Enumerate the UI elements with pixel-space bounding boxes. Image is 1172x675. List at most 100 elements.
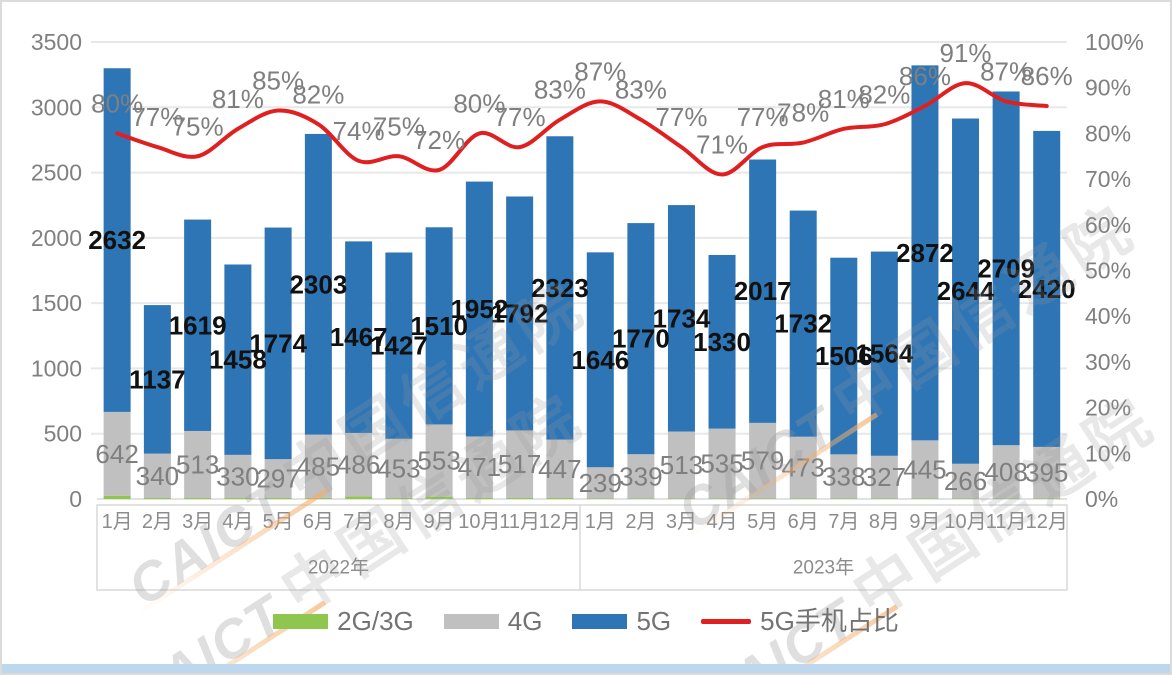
x-axis-month-label: 12月 bbox=[1026, 511, 1068, 533]
bar-segment-2g3g bbox=[708, 498, 736, 499]
bar-segment-5g bbox=[385, 252, 413, 439]
pct-axis-tick-label: 80% bbox=[1085, 120, 1131, 146]
5g-share-pct-label: 86% bbox=[899, 61, 951, 91]
5g-value-label: 1792 bbox=[491, 298, 549, 328]
y-axis-tick-label: 1000 bbox=[31, 355, 82, 381]
4g-value-label: 395 bbox=[1025, 458, 1068, 488]
x-axis-month-label: 11月 bbox=[499, 511, 540, 533]
bar-segment-5g bbox=[789, 210, 817, 437]
4g-value-label: 553 bbox=[417, 446, 460, 476]
4g-value-label: 453 bbox=[377, 453, 420, 483]
5g-share-pct-label: 80% bbox=[453, 88, 505, 118]
bar-segment-4g bbox=[586, 467, 614, 499]
y-axis-tick-label: 2500 bbox=[31, 160, 82, 186]
x-axis-month-label: 5月 bbox=[263, 511, 294, 533]
bar-segment-2g3g bbox=[952, 498, 980, 499]
bar-segment-4g bbox=[264, 459, 292, 498]
bar-segment-5g bbox=[304, 133, 332, 435]
bar-segment-4g bbox=[506, 430, 534, 498]
bar-segment-5g bbox=[103, 68, 131, 412]
5g-share-pct-label: 82% bbox=[858, 79, 910, 109]
4g-value-label: 340 bbox=[136, 461, 179, 491]
bar-segment-5g bbox=[992, 91, 1020, 446]
5g-value-label: 1137 bbox=[129, 364, 185, 394]
pct-axis-tick-label: 20% bbox=[1085, 395, 1131, 421]
x-axis-month-label: 8月 bbox=[383, 511, 414, 533]
bar-segment-4g bbox=[870, 455, 898, 499]
legend-label: 4G bbox=[507, 606, 543, 636]
4g-value-label: 517 bbox=[498, 449, 541, 479]
bar-segment-2g3g bbox=[1033, 498, 1061, 499]
bar-segment-5g bbox=[506, 196, 534, 431]
4g-value-label: 408 bbox=[984, 457, 1027, 487]
4g-value-label: 486 bbox=[337, 450, 380, 480]
bar-segment-5g bbox=[184, 219, 212, 431]
legend-item-4g: 4G bbox=[443, 606, 543, 636]
x-axis-month-label: 11月 bbox=[986, 511, 1027, 533]
4g-value-label: 327 bbox=[863, 462, 906, 492]
5g-share-pct-label: 81% bbox=[818, 84, 870, 114]
4g-value-label: 642 bbox=[95, 439, 138, 469]
bar-segment-2g3g bbox=[789, 498, 817, 499]
bar-segment-2g3g bbox=[911, 498, 939, 499]
legend-item-5g-share: 5G手机占比 bbox=[701, 608, 899, 634]
bar-segment-4g bbox=[103, 411, 131, 496]
x-axis-month-label: 5月 bbox=[747, 511, 778, 533]
bar-segment-2g3g bbox=[224, 497, 252, 499]
5g-value-label: 2420 bbox=[1018, 274, 1076, 304]
bar-segment-4g bbox=[345, 432, 373, 497]
4g-value-label: 513 bbox=[660, 450, 703, 480]
5g-share-pct-label: 71% bbox=[696, 130, 748, 160]
x-axis-month-label: 12月 bbox=[539, 511, 581, 533]
legend-label: 5G bbox=[636, 606, 672, 636]
x-axis-month-label: 4月 bbox=[706, 511, 737, 533]
bar-segment-4g bbox=[952, 463, 980, 499]
4g-value-label: 266 bbox=[944, 466, 987, 496]
bar-segment-2g3g bbox=[506, 497, 534, 499]
x-axis-month-label: 2月 bbox=[625, 511, 656, 533]
bar-segment-4g bbox=[1033, 446, 1061, 499]
y-axis-tick-label: 3500 bbox=[31, 29, 82, 55]
bar-segment-4g bbox=[627, 454, 655, 499]
bar-segment-4g bbox=[304, 434, 332, 498]
pct-axis-tick-label: 50% bbox=[1085, 258, 1131, 284]
bar-segment-2g3g bbox=[465, 497, 493, 499]
bottom-accent-strip bbox=[2, 664, 1170, 673]
5g-value-label: 1646 bbox=[571, 345, 629, 375]
pct-axis-tick-label: 30% bbox=[1085, 349, 1131, 375]
x-axis-month-label: 2月 bbox=[142, 511, 173, 533]
bar-segment-2g3g bbox=[830, 498, 858, 499]
bar-segment-4g bbox=[425, 424, 453, 497]
x-axis-month-label: 7月 bbox=[343, 511, 374, 533]
y-axis-tick-label: 0 bbox=[69, 486, 82, 512]
bar-segment-2g3g bbox=[103, 495, 131, 499]
bar-segment-5g bbox=[749, 159, 777, 423]
y-axis-tick-label: 1500 bbox=[31, 290, 82, 316]
x-axis-year-label: 2022年 bbox=[308, 557, 369, 579]
4g-value-label: 338 bbox=[822, 461, 865, 491]
legend-item-2g3g: 2G/3G bbox=[273, 608, 414, 634]
x-axis-month-label: 9月 bbox=[424, 511, 455, 533]
bar-segment-4g bbox=[465, 436, 493, 498]
4g-value-label: 473 bbox=[782, 453, 825, 483]
bar-segment-2g3g bbox=[586, 498, 614, 499]
4g-value-label: 330 bbox=[216, 461, 259, 491]
x-axis-month-label: 3月 bbox=[666, 511, 697, 533]
5g-value-label: 2303 bbox=[289, 269, 347, 299]
5g-value-label: 1734 bbox=[653, 303, 711, 333]
5g-share-pct-label: 87% bbox=[980, 56, 1032, 86]
bar-segment-4g bbox=[385, 438, 413, 498]
y-axis-tick-label: 2000 bbox=[31, 225, 82, 251]
5g-swatch-icon bbox=[572, 613, 628, 629]
x-axis-month-label: 4月 bbox=[222, 511, 253, 533]
bar-segment-5g bbox=[586, 252, 614, 468]
bar-segment-5g bbox=[911, 65, 939, 441]
5g-share-pct-label: 80% bbox=[91, 88, 143, 118]
bar-segment-4g bbox=[830, 454, 858, 499]
x-axis-month-label: 10月 bbox=[458, 511, 500, 533]
bar-segment-2g3g bbox=[264, 497, 292, 499]
5g-value-label: 2872 bbox=[896, 238, 954, 268]
bar-segment-2g3g bbox=[627, 498, 655, 499]
4g-value-label: 297 bbox=[256, 464, 299, 494]
